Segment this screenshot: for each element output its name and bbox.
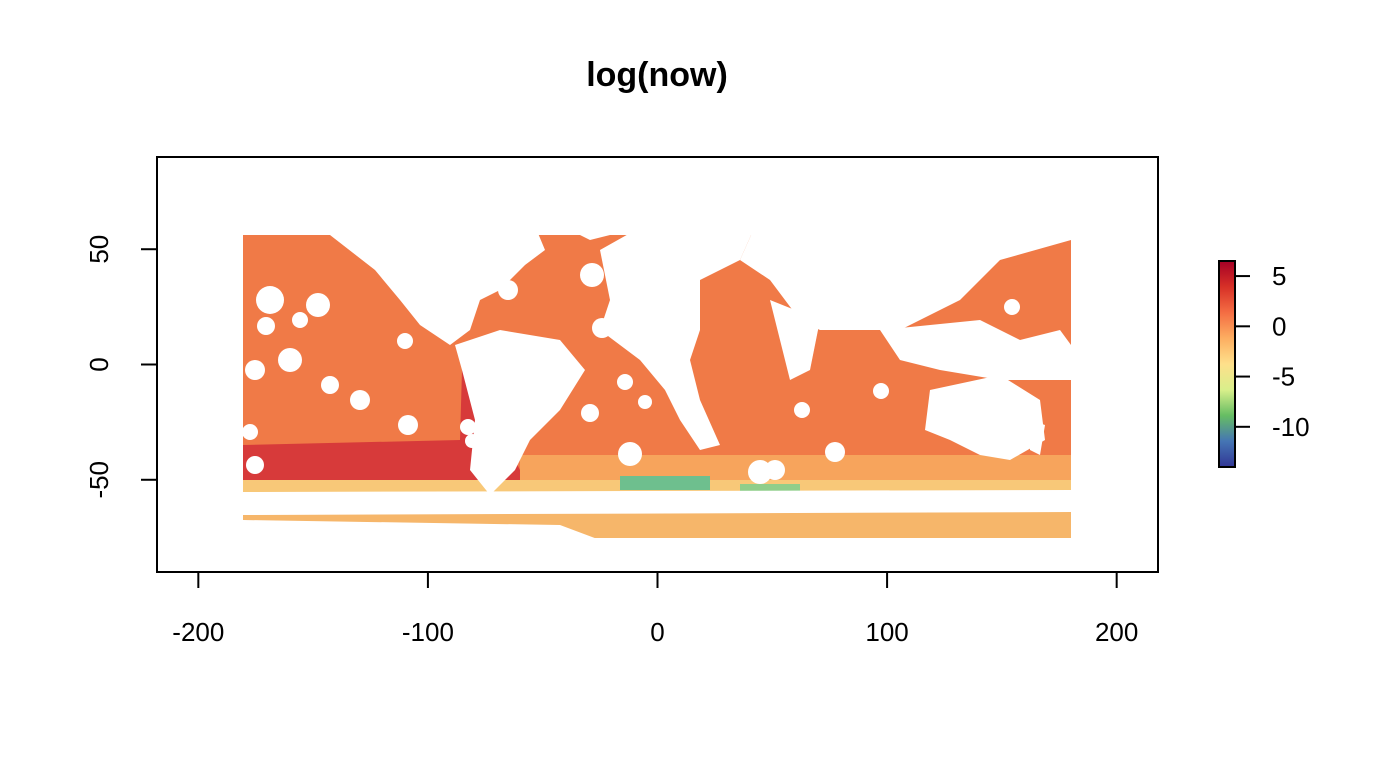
y-tick-label: 0: [84, 357, 114, 371]
y-axis: -50 0 50: [84, 235, 158, 499]
raster-layer: [243, 185, 1071, 540]
y-tick-label: 50: [84, 235, 114, 264]
colorbar-tick-label: -10: [1272, 412, 1310, 442]
colorbar-tick-label: -5: [1272, 362, 1295, 392]
x-tick-label: -200: [172, 617, 224, 647]
x-tick-label: 100: [865, 617, 908, 647]
x-tick-label: 200: [1095, 617, 1138, 647]
antarctic-low-patch: [620, 476, 710, 490]
x-axis: -200 -100 0 100 200: [172, 571, 1138, 647]
antarctic-low-patch-2: [740, 484, 800, 492]
chart-title: log(now): [586, 56, 728, 94]
colorbar-legend: 5 0 -5 -10: [1218, 260, 1310, 468]
colorbar-tick-label: 5: [1272, 261, 1286, 291]
land-mask: [243, 185, 1071, 540]
colorbar-tick-label: 0: [1272, 311, 1286, 341]
colorbar: [1218, 260, 1236, 468]
y-tick-label: -50: [84, 461, 114, 499]
x-tick-label: -100: [402, 617, 454, 647]
southeast-pacific-high: [243, 370, 520, 490]
x-tick-label: 0: [650, 617, 664, 647]
